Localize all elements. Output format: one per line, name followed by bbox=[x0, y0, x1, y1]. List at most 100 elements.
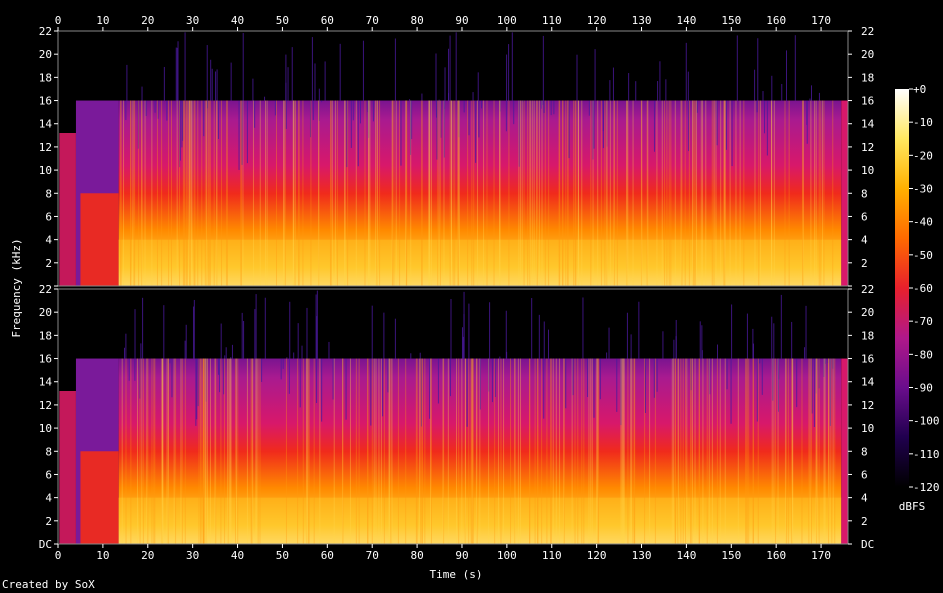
x-tick-label-top: 90 bbox=[455, 14, 468, 27]
y-tick-label-right: 16 bbox=[861, 95, 874, 108]
y-tick-label-left: 22 bbox=[39, 283, 52, 296]
x-tick-label-top: 100 bbox=[497, 14, 517, 27]
intro-energy bbox=[59, 391, 76, 544]
colorbar-tick-label: -100 bbox=[913, 415, 940, 428]
y-tick-label-left: 6 bbox=[45, 210, 52, 223]
x-tick-label-bottom: 100 bbox=[497, 549, 517, 562]
y-tick-label-left: 20 bbox=[39, 48, 52, 61]
y-tick-label-left: 12 bbox=[39, 399, 52, 412]
y-tick-label-right: 22 bbox=[861, 25, 874, 38]
x-tick-label-top: 10 bbox=[96, 14, 109, 27]
x-tick-label-bottom: 40 bbox=[231, 549, 244, 562]
intro-energy bbox=[59, 133, 76, 286]
x-tick-label-bottom: 170 bbox=[811, 549, 831, 562]
y-tick-label-right: 6 bbox=[861, 210, 868, 223]
panel-border bbox=[57, 288, 849, 545]
y-tick-label-right: 18 bbox=[861, 71, 874, 84]
y-tick-label-right: 20 bbox=[861, 48, 874, 61]
colorbar: +0 -10 -20 -30 -40 -50 -60 -70 -80 -90 -100 -110 -12… bbox=[895, 83, 940, 494]
x-tick-label-bottom: 120 bbox=[587, 549, 607, 562]
colorbar-tick-label: -60 bbox=[913, 282, 933, 295]
x-tick-label-bottom: 30 bbox=[186, 549, 199, 562]
x-tick-label-bottom: 130 bbox=[632, 549, 652, 562]
y-tick-label-left: 8 bbox=[45, 187, 52, 200]
y-tick-label-right: 14 bbox=[861, 376, 875, 389]
y-tick-label-left: 12 bbox=[39, 141, 52, 154]
y-tick-label-left: 16 bbox=[39, 353, 52, 366]
colorbar-tick-label: -120 bbox=[913, 481, 940, 494]
x-tick-label-top: 40 bbox=[231, 14, 244, 27]
x-tick-label-top: 130 bbox=[632, 14, 652, 27]
y-tick-label-right: 12 bbox=[861, 399, 874, 412]
x-tick-label-bottom: 150 bbox=[721, 549, 741, 562]
x-tick-label-top: 170 bbox=[811, 14, 831, 27]
colorbar-tick-label: -110 bbox=[913, 448, 940, 461]
x-axis-label: Time (s) bbox=[430, 568, 483, 581]
x-tick-label-top: 120 bbox=[587, 14, 607, 27]
x-tick-label-bottom: 90 bbox=[455, 549, 468, 562]
x-tick-label-top: 140 bbox=[676, 14, 696, 27]
colorbar-tick-label: -80 bbox=[913, 348, 933, 361]
y-tick-label-left: 6 bbox=[45, 468, 52, 481]
y-tick-label-left: 4 bbox=[45, 234, 52, 247]
outro-energy bbox=[841, 358, 848, 544]
y-tick-label-right: 14 bbox=[861, 118, 875, 131]
y-tick-label-right: 4 bbox=[861, 234, 868, 247]
x-tick-label-bottom: 80 bbox=[410, 549, 423, 562]
x-tick-label-top: 0 bbox=[55, 14, 62, 27]
x-tick-label-top: 20 bbox=[141, 14, 154, 27]
y-tick-label-left: 8 bbox=[45, 445, 52, 458]
colorbar-tick-label: -50 bbox=[913, 249, 933, 262]
x-tick-label-top: 80 bbox=[410, 14, 423, 27]
x-tick-label-bottom: 60 bbox=[321, 549, 334, 562]
intro-low-energy bbox=[80, 193, 119, 286]
credit-text: Created by SoX bbox=[2, 578, 95, 591]
y-tick-label-right: 2 bbox=[861, 515, 868, 528]
y-tick-label-right: 20 bbox=[861, 306, 874, 319]
y-tick-label-right: DC bbox=[861, 538, 874, 551]
y-tick-label-left: 10 bbox=[39, 164, 52, 177]
x-tick-label-bottom: 140 bbox=[676, 549, 696, 562]
x-tick-label-bottom: 160 bbox=[766, 549, 786, 562]
colorbar-gradient bbox=[895, 89, 909, 487]
y-tick-label-left: 18 bbox=[39, 329, 52, 342]
y-tick-label-right: 8 bbox=[861, 445, 868, 458]
x-tick-label-bottom: 110 bbox=[542, 549, 562, 562]
colorbar-tick-label: -90 bbox=[913, 382, 933, 395]
y-tick-label-left: 18 bbox=[39, 71, 52, 84]
y-tick-label-left: 2 bbox=[45, 515, 52, 528]
x-tick-label-top: 30 bbox=[186, 14, 199, 27]
y-tick-label-right: 12 bbox=[861, 141, 874, 154]
y-tick-label-right: 4 bbox=[861, 492, 868, 505]
x-tick-label-bottom: 50 bbox=[276, 549, 289, 562]
y-axis-label: Frequency (kHz) bbox=[10, 238, 23, 337]
outro-energy bbox=[841, 100, 848, 286]
y-tick-label-right: 2 bbox=[861, 257, 868, 270]
y-tick-label-left: 4 bbox=[45, 492, 52, 505]
x-tick-label-top: 160 bbox=[766, 14, 786, 27]
y-tick-label-left: DC bbox=[39, 538, 52, 551]
x-tick-label-bottom: 0 bbox=[55, 549, 62, 562]
low-frequency-band bbox=[118, 239, 842, 286]
colorbar-tick-label: +0 bbox=[913, 83, 926, 96]
x-tick-label-top: 50 bbox=[276, 14, 289, 27]
x-tick-label-bottom: 20 bbox=[141, 549, 154, 562]
x-tick-label-bottom: 70 bbox=[366, 549, 379, 562]
y-tick-label-right: 22 bbox=[861, 283, 874, 296]
y-tick-label-right: 10 bbox=[861, 422, 874, 435]
intro-low-energy bbox=[80, 451, 119, 544]
x-tick-label-bottom: 10 bbox=[96, 549, 109, 562]
panel-border bbox=[57, 30, 849, 287]
y-tick-label-right: 18 bbox=[861, 329, 874, 342]
colorbar-tick-label: -30 bbox=[913, 183, 933, 196]
colorbar-tick-label: -70 bbox=[913, 315, 933, 328]
y-tick-label-left: 2 bbox=[45, 257, 52, 270]
colorbar-tick-label: -40 bbox=[913, 216, 933, 229]
colorbar-tick-label: -20 bbox=[913, 149, 933, 162]
y-tick-label-right: 8 bbox=[861, 187, 868, 200]
colorbar-label: dBFS bbox=[899, 500, 926, 513]
y-tick-label-left: 10 bbox=[39, 422, 52, 435]
y-tick-label-left: 14 bbox=[39, 118, 53, 131]
